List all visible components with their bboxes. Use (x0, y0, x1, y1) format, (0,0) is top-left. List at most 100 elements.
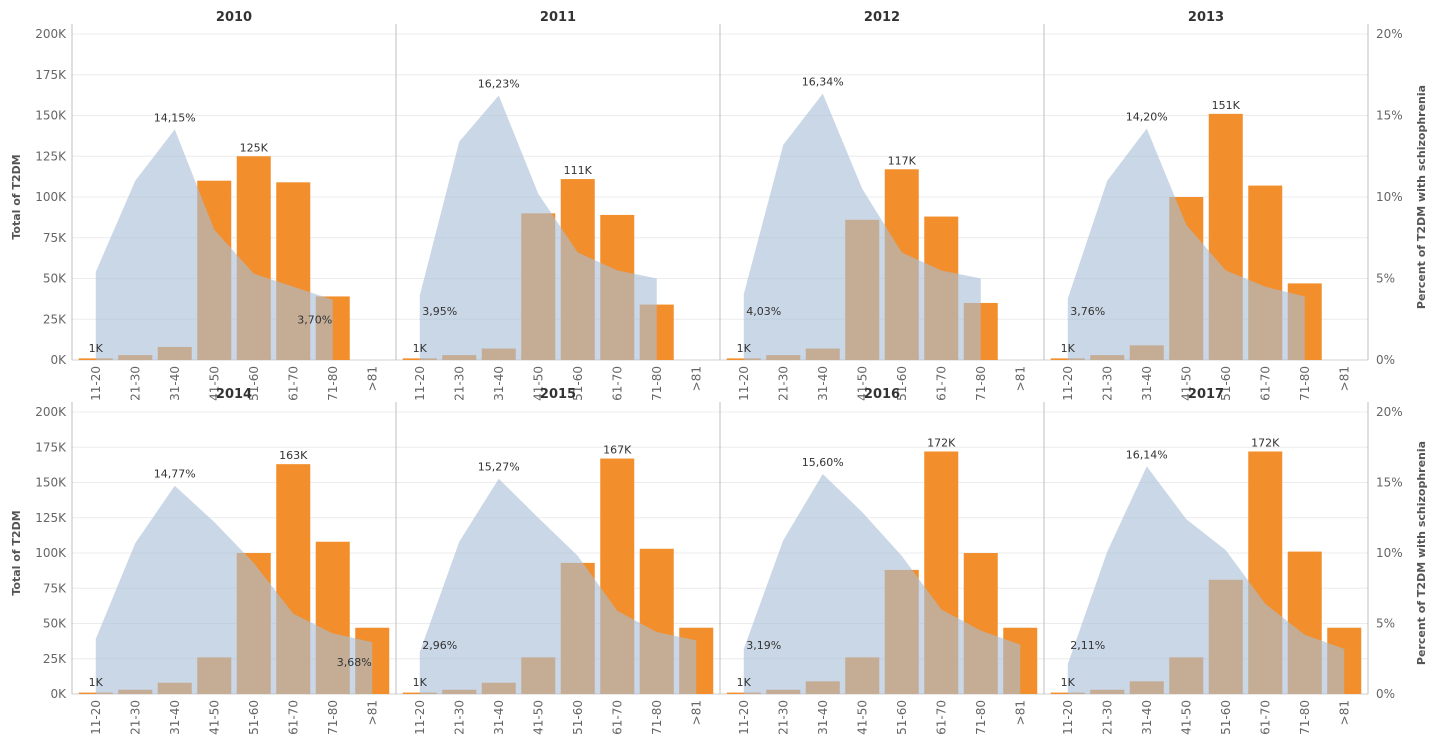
left-tick-label: 0K (50, 353, 67, 367)
left-axis-title: Total of T2DM (10, 154, 23, 239)
category-tick-label: 51-60 (247, 366, 261, 401)
left-tick-label: 150K (35, 109, 67, 123)
data-label: 15,27% (478, 461, 520, 474)
category-tick-label: 51-60 (895, 700, 909, 735)
category-tick-label: 21-30 (1100, 700, 1114, 735)
data-label: 4,03% (746, 305, 781, 318)
category-tick-label: 61-70 (1258, 366, 1272, 401)
category-tick-label: 31-40 (168, 700, 182, 735)
category-tick-label: 41-50 (1179, 700, 1193, 735)
category-tick-label: 21-30 (452, 700, 466, 735)
category-tick-label: 31-40 (1140, 366, 1154, 401)
left-tick-label: 200K (35, 27, 67, 41)
category-tick-label: >81 (365, 366, 379, 391)
panel-title: 2014 (216, 387, 252, 402)
area-series (1067, 128, 1305, 360)
left-tick-label: 175K (35, 440, 67, 454)
category-tick-label: 31-40 (816, 700, 830, 735)
left-tick-label: 100K (35, 190, 67, 204)
left-tick-label: 25K (43, 312, 67, 326)
area-series (1067, 466, 1345, 694)
data-label: 1K (89, 676, 104, 689)
data-label: 3,68% (337, 656, 372, 669)
right-tick-label: 0% (1376, 687, 1395, 701)
area-series (95, 485, 373, 694)
left-tick-label: 150K (35, 476, 67, 490)
category-tick-label: 51-60 (571, 700, 585, 735)
category-tick-label: 31-40 (492, 700, 506, 735)
category-tick-label: 61-70 (934, 700, 948, 735)
right-tick-label: 0% (1376, 353, 1395, 367)
category-tick-label: 41-50 (855, 366, 869, 401)
category-tick-label: 11-20 (1061, 700, 1075, 735)
left-tick-label: 75K (43, 231, 67, 245)
data-label: 14,15% (154, 111, 196, 124)
category-tick-label: 41-50 (207, 700, 221, 735)
left-tick-label: 175K (35, 68, 67, 82)
area-series (743, 474, 1021, 694)
category-tick-label: 71-80 (650, 700, 664, 735)
category-tick-label: 21-30 (776, 700, 790, 735)
data-label: 3,19% (746, 639, 781, 652)
category-tick-label: 61-70 (934, 366, 948, 401)
data-label: 16,34% (802, 76, 844, 89)
category-tick-label: 61-70 (610, 366, 624, 401)
data-label: 1K (1061, 342, 1076, 355)
category-tick-label: 11-20 (737, 366, 751, 401)
category-tick-label: 21-30 (128, 700, 142, 735)
data-label: 3,76% (1070, 305, 1105, 318)
right-tick-label: 20% (1376, 405, 1403, 419)
category-tick-label: 11-20 (413, 700, 427, 735)
category-tick-label: >81 (1337, 700, 1351, 725)
right-tick-label: 5% (1376, 617, 1395, 631)
data-label: 3,95% (422, 305, 457, 318)
right-tick-label: 10% (1376, 546, 1403, 560)
data-label: 1K (413, 342, 428, 355)
data-label: 172K (1251, 436, 1280, 449)
area-series (419, 95, 657, 361)
panel-title: 2011 (540, 10, 576, 25)
category-tick-label: 51-60 (571, 366, 585, 401)
category-tick-label: 31-40 (168, 366, 182, 401)
left-tick-label: 0K (50, 687, 67, 701)
category-tick-label: 71-80 (326, 700, 340, 735)
left-tick-label: 100K (35, 546, 67, 560)
panel-title: 2012 (864, 10, 900, 25)
data-label: 1K (413, 676, 428, 689)
left-tick-label: 125K (35, 511, 67, 525)
data-label: 163K (279, 449, 308, 462)
category-tick-label: 41-50 (207, 366, 221, 401)
category-tick-label: 51-60 (1219, 366, 1233, 401)
data-label: 1K (737, 676, 752, 689)
data-label: 172K (927, 436, 956, 449)
category-tick-label: 61-70 (610, 700, 624, 735)
data-label: 2,96% (422, 639, 457, 652)
area-series (743, 93, 981, 361)
right-tick-label: 10% (1376, 190, 1403, 204)
category-tick-label: 31-40 (492, 366, 506, 401)
left-tick-label: 25K (43, 652, 67, 666)
panel-title: 2016 (864, 387, 900, 402)
category-tick-label: 41-50 (855, 700, 869, 735)
data-label: 117K (888, 154, 917, 167)
category-tick-label: 61-70 (286, 700, 300, 735)
category-tick-label: >81 (689, 700, 703, 725)
left-tick-label: 75K (43, 581, 67, 595)
data-label: 1K (1061, 676, 1076, 689)
category-tick-label: 51-60 (895, 366, 909, 401)
category-tick-label: 21-30 (452, 366, 466, 401)
category-tick-label: 71-80 (326, 366, 340, 401)
category-tick-label: 21-30 (1100, 366, 1114, 401)
category-tick-label: 11-20 (413, 366, 427, 401)
data-label: 125K (240, 141, 269, 154)
data-label: 14,77% (154, 468, 196, 481)
data-label: 111K (564, 164, 593, 177)
category-tick-label: >81 (1013, 700, 1027, 725)
left-tick-label: 200K (35, 405, 67, 419)
left-tick-label: 50K (43, 617, 67, 631)
category-tick-label: 11-20 (737, 700, 751, 735)
category-tick-label: 21-30 (776, 366, 790, 401)
data-label: 151K (1212, 99, 1241, 112)
